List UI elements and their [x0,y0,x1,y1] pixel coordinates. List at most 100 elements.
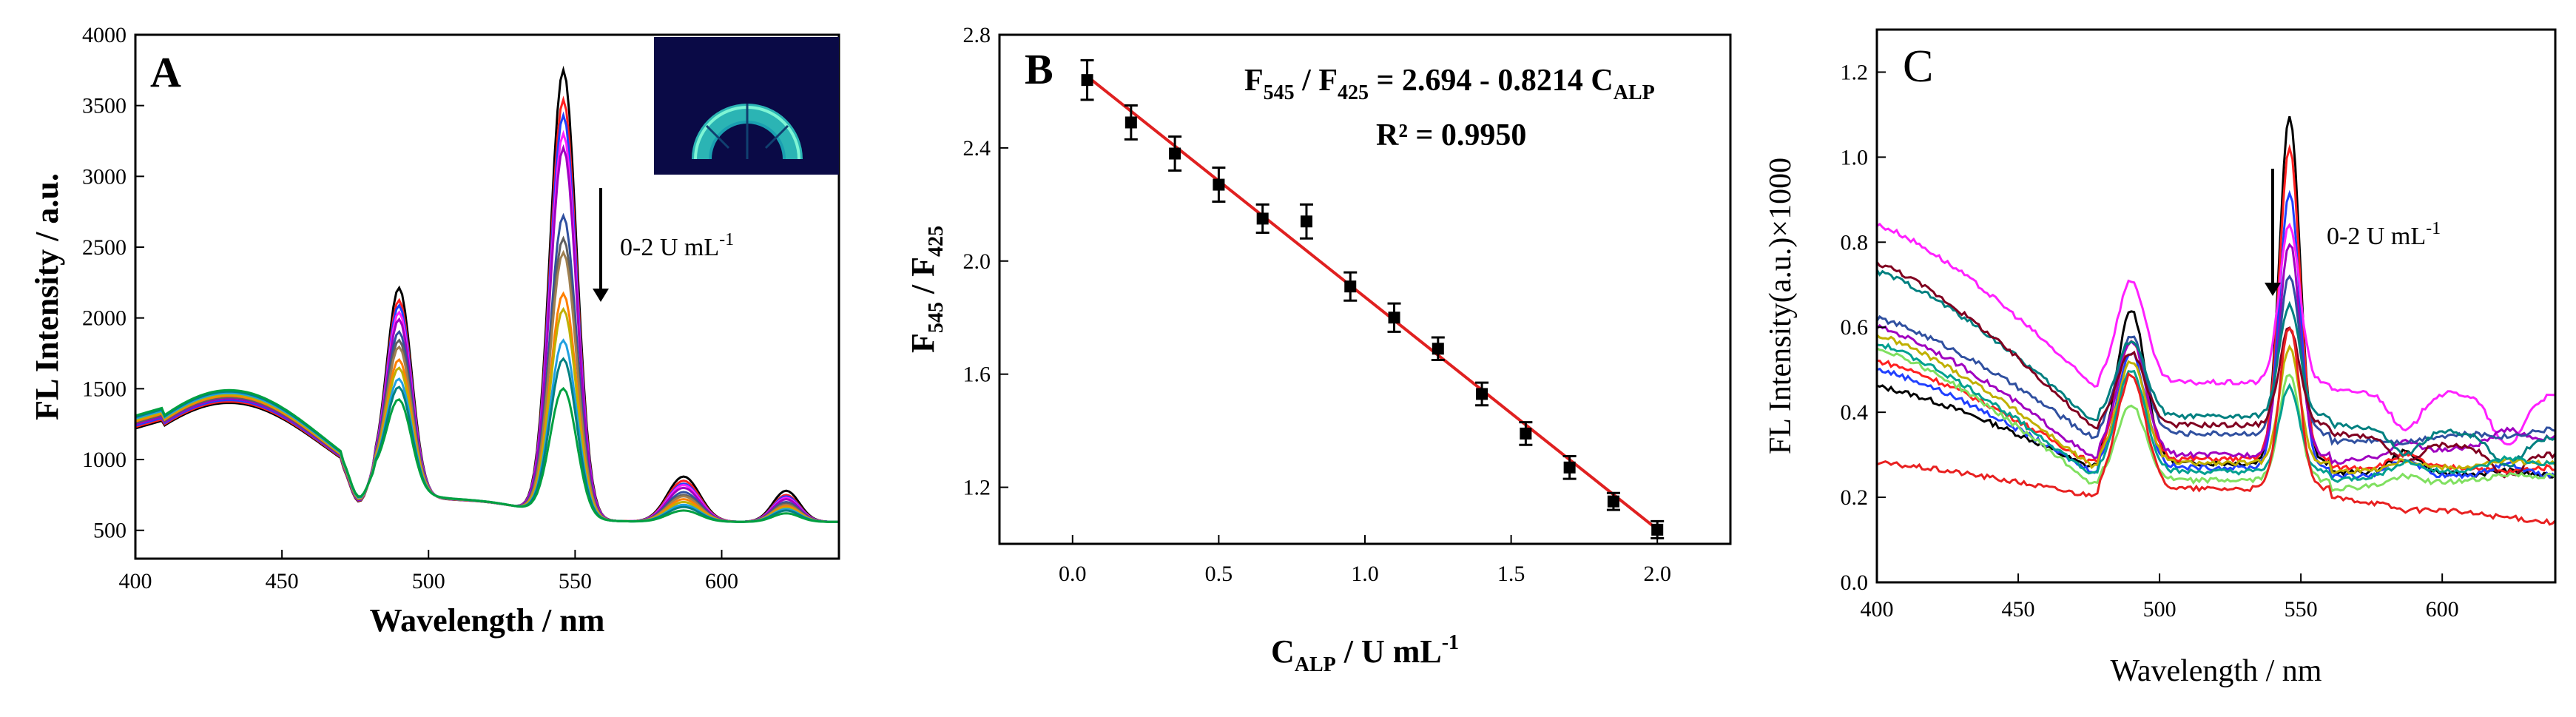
panel-a-x-axis-label: Wavelength / nm [370,602,605,639]
panel-b-data-point [1563,461,1576,474]
panel-c-label: C [1903,41,1933,92]
panel-b-data-point [1607,495,1619,508]
panel-c-series-line [1876,343,2556,483]
panel-b-y-axis-label: F545 / F425 [905,226,948,353]
panel-b-data-point [1125,116,1137,129]
panel-c-series-line [1876,222,2556,446]
panel-b-x-axis-label: CALP / U mL-1 [1271,631,1459,676]
panel-b-data-point [1256,212,1269,225]
y-tick-label: 1500 [82,377,127,401]
x-tick-label: 450 [2002,597,2035,622]
y-tick-label: 2.4 [963,136,991,161]
panel-a-series-line [135,235,839,523]
panel-a-series-line [135,129,839,523]
panel-a-arrow [593,188,609,302]
panel-b-label: B [1025,45,1053,93]
panel-c-arrow [2265,169,2281,296]
panel-b-data-point [1520,427,1532,440]
panel-b-data-point [1476,388,1488,400]
panel-c-series-line [1875,334,2557,475]
y-tick-label: 4000 [82,23,127,47]
panel-b-chart: 0.0 0.5 1.0 1.5 2.0 1.2 1.6 2.0 2.4 2.8 CALP / U m… [905,23,1732,676]
y-tick-label: 3000 [82,164,127,189]
panel-b-plot-frame [998,33,1732,545]
panel-b-data-point [1213,178,1225,191]
x-tick-label: 400 [119,569,152,593]
panel-c-series-group [1875,115,2557,526]
panel-c-y-axis-label: FL Intensity(a.u.)×1000 [1764,158,1798,454]
panel-a-series-line [135,338,839,523]
panel-c-chart: 400 450 500 550 600 0.0 0.2 0.4 0.6 0.8 1.0 1.2 Wave… [1764,28,2557,688]
y-tick-label: 0.4 [1841,400,1869,425]
x-tick-label: 500 [2143,597,2177,622]
panel-c-plot-frame [1875,28,2557,584]
y-tick-label: 1.2 [1841,60,1869,84]
x-tick-label: 500 [412,569,445,593]
x-tick-label: 550 [2285,597,2318,622]
panel-a-series-line [135,386,839,523]
panel-c-series-line [1876,189,2557,481]
panel-c-series-line [1875,274,2556,446]
panel-b-data-point [1344,280,1357,293]
y-tick-label: 1.6 [963,363,991,387]
panel-a-series-line [135,291,839,523]
panel-c-series-line [1876,347,2556,493]
panel-b-data-point [1169,147,1181,160]
y-tick-label: 0.2 [1841,485,1869,510]
y-tick-label: 2000 [82,306,127,331]
panel-c-x-axis-label: Wavelength / nm [2111,654,2322,688]
panel-b-data-point [1081,74,1093,87]
y-tick-label: 3500 [82,94,127,118]
panel-a-annotation: 0-2 U mL-1 [620,230,734,261]
y-tick-label: 0.8 [1841,230,1869,255]
panel-a-plot-frame [134,33,840,560]
x-tick-label: 600 [705,569,738,593]
panel-a-series-line [135,249,839,523]
x-tick-label: 550 [559,569,592,593]
panel-c-axes: 400 450 500 550 600 0.0 0.2 0.4 0.6 0.8 1.0 1.2 Wave… [1764,60,2459,688]
y-tick-label: 2.0 [963,249,991,274]
panel-b-data-point [1651,523,1664,536]
y-tick-label: 0.6 [1841,315,1869,340]
panel-a-axes: 400 450 500 550 600 500 1000 1500 2000 2500 3000 35… [29,23,738,639]
x-tick-label: 1.5 [1497,562,1525,586]
y-tick-label: 1.0 [1841,145,1869,169]
panel-c-series-line [1876,115,2557,479]
panel-b-series-group [1080,58,1665,539]
panel-b-fit-line [1086,75,1659,531]
y-tick-label: 500 [93,519,127,543]
y-tick-label: 1.2 [963,476,991,500]
panel-a-photo-inset [654,37,839,175]
panel-b-data-point [1300,215,1312,228]
panel-a-series-line [135,144,839,523]
panel-a-chart: 400 450 500 550 600 500 1000 1500 2000 2500 3000 35… [29,23,840,639]
x-tick-label: 450 [266,569,299,593]
panel-c-series-line [1875,242,2556,465]
svg-text:F545 / F425 = 2.694 - 0.8214 C: F545 / F425 = 2.694 - 0.8214 CALP [1244,64,1655,104]
y-tick-label: 2.8 [963,23,991,47]
y-tick-label: 2500 [82,235,127,260]
panel-a-series-line [135,306,839,523]
panel-c-series-line [1876,326,2557,526]
panel-b-r-squared: R² = 0.9950 [1376,118,1526,152]
panel-a-series-line [135,212,839,523]
x-tick-label: 600 [2426,597,2459,622]
panel-c-annotation: 0-2 U mL-1 [2327,219,2441,250]
panel-a-series-line [135,357,839,523]
panel-b-axes: 0.0 0.5 1.0 1.5 2.0 1.2 1.6 2.0 2.4 2.8 CALP / U m… [905,23,1671,676]
panel-c-series-line [1875,261,2557,479]
x-tick-label: 0.5 [1205,562,1233,586]
y-tick-label: 0.0 [1841,570,1869,595]
y-tick-label: 1000 [82,448,127,472]
panel-c-series-line [1875,269,2556,468]
panel-a-series-group [135,65,839,523]
x-tick-label: 0.0 [1059,562,1087,586]
panel-b-equation: F545 / F425 = 2.694 - 0.8214 CALP [1244,64,1655,104]
panel-b-data-point [1432,343,1444,355]
panel-a-series-line [135,111,839,523]
x-tick-label: 400 [1861,597,1894,622]
panel-a-y-axis-label: FL Intensity / a.u. [29,173,65,420]
x-tick-label: 1.0 [1351,562,1379,586]
x-tick-label: 2.0 [1643,562,1671,586]
